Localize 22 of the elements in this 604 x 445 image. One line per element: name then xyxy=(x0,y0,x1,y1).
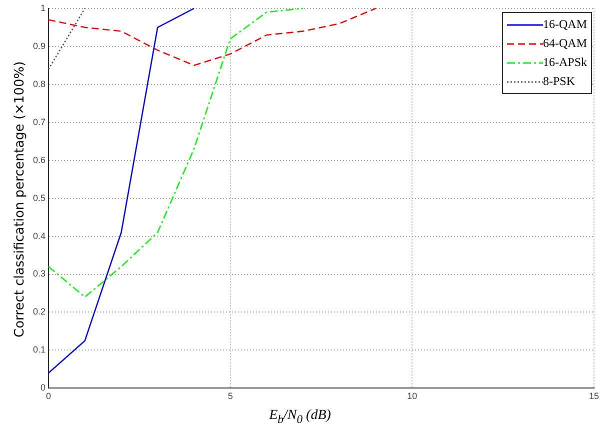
y-tick-label: 0.8 xyxy=(32,78,46,89)
line-series xyxy=(48,8,304,298)
y-tick-label: 0.1 xyxy=(32,344,46,355)
legend-label: 8-PSK xyxy=(542,74,575,89)
legend-label: 16-QAM xyxy=(542,17,587,32)
y-axis-title: Correct classification percentage (×100%) xyxy=(12,61,28,338)
legend-label: 16-APSk xyxy=(542,55,587,70)
y-tick-label: 0.4 xyxy=(32,230,46,241)
y-tick-label: 0.2 xyxy=(32,306,46,317)
y-tick-label: 0 xyxy=(40,382,46,393)
y-tick-label: 0.7 xyxy=(32,116,46,127)
legend-label: 64-QAM xyxy=(542,36,587,51)
x-tick-label: 10 xyxy=(407,391,418,402)
y-tick-label: 1 xyxy=(40,2,46,13)
y-tick-label: 0.3 xyxy=(32,268,46,279)
y-tick-label: 0.5 xyxy=(32,192,46,203)
x-axis-title: E$_{b}$/N$_{0}$ (dB) xyxy=(268,408,332,426)
x-tick-label: 5 xyxy=(228,391,233,402)
y-tick-label: 0.9 xyxy=(32,40,46,51)
line-series xyxy=(48,8,376,66)
y-tick-label: 0.6 xyxy=(32,154,46,165)
x-tick-label: 15 xyxy=(588,391,600,402)
